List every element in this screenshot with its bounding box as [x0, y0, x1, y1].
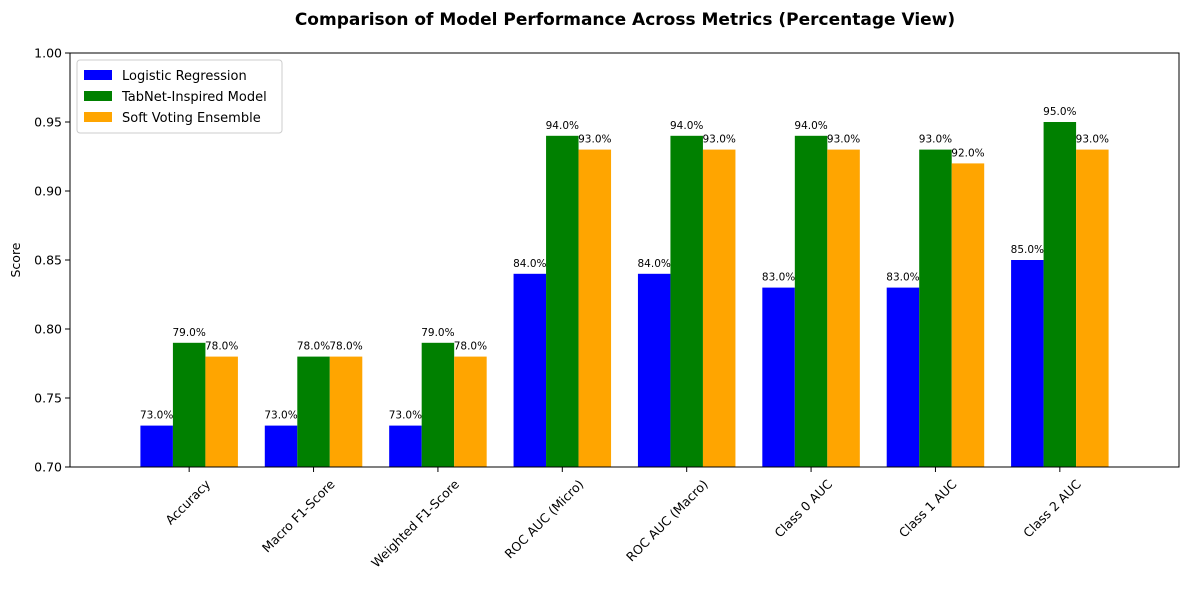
y-tick-label: 0.90: [34, 184, 62, 199]
y-tick-label: 0.95: [34, 115, 62, 130]
y-tick-label: 0.70: [34, 460, 62, 475]
x-tick-label: Macro F1-Score: [259, 476, 338, 555]
data-label: 73.0%: [389, 410, 422, 422]
bar: [297, 356, 330, 467]
x-tick-label: ROC AUC (Micro): [502, 477, 587, 562]
data-label: 79.0%: [172, 327, 205, 339]
data-label: 93.0%: [578, 134, 611, 146]
x-tick-label: Class 2 AUC: [1020, 476, 1084, 540]
x-tick-label: Weighted F1-Score: [368, 476, 462, 570]
plot-frame: [69, 52, 1180, 468]
bar: [454, 356, 487, 467]
x-tick-label: Class 1 AUC: [896, 476, 960, 540]
legend-swatch: [84, 91, 112, 101]
bar: [421, 342, 455, 467]
bar: [264, 425, 298, 467]
data-label: 73.0%: [264, 410, 297, 422]
data-label: 79.0%: [421, 327, 454, 339]
y-axis-label: Score: [8, 242, 23, 277]
data-label: 83.0%: [886, 272, 919, 284]
bar: [762, 287, 795, 467]
legend-box: [76, 59, 283, 134]
bar: [1011, 260, 1044, 467]
legend-entry: Logistic Regression: [122, 69, 247, 84]
bar: [172, 342, 206, 467]
bar: [578, 149, 612, 467]
chart-title: Comparison of Model Performance Across M…: [295, 10, 955, 30]
data-label: 93.0%: [1076, 134, 1109, 146]
legend: Logistic Regression TabNet-Inspired Model…: [76, 59, 283, 134]
bars-layer: [140, 122, 1109, 468]
bar: [702, 149, 736, 467]
data-label: 78.0%: [329, 341, 362, 353]
data-label: 93.0%: [919, 134, 952, 146]
y-tick-label: 0.85: [34, 253, 62, 268]
bar: [951, 163, 985, 467]
data-label: 73.0%: [140, 410, 173, 422]
data-label: 78.0%: [454, 341, 487, 353]
bar: [919, 149, 952, 467]
data-label: 84.0%: [638, 258, 671, 270]
x-tick-label: ROC AUC (Macro): [623, 477, 711, 565]
data-label: 78.0%: [297, 341, 330, 353]
bar: [886, 287, 920, 467]
data-labels-layer: 73.0%79.0%78.0%73.0%78.0% 78.0%73.0%79.0%…: [140, 106, 1109, 422]
data-label: 85.0%: [1011, 244, 1044, 256]
bar: [546, 135, 579, 468]
bar: [513, 273, 547, 467]
legend-swatch: [84, 70, 112, 80]
bar: [794, 135, 828, 468]
data-label: 93.0%: [827, 134, 860, 146]
data-label: 94.0%: [794, 120, 827, 132]
x-tick-label: Class 0 AUC: [771, 476, 835, 540]
legend-swatch: [84, 112, 112, 122]
bar: [827, 149, 860, 467]
bar: [670, 135, 703, 468]
bar: [329, 356, 363, 467]
data-label: 92.0%: [951, 147, 984, 159]
x-tick-label: Accuracy: [162, 476, 213, 527]
data-label: 84.0%: [513, 258, 546, 270]
bar: [1043, 122, 1077, 467]
y-tick-label: 1.00: [34, 46, 62, 61]
bar: [1076, 149, 1109, 467]
data-label: 95.0%: [1043, 106, 1076, 118]
data-label: 78.0%: [205, 341, 238, 353]
y-tick-label: 0.75: [34, 391, 62, 406]
legend-entry: Soft Voting Ensemble: [122, 111, 261, 126]
y-tick-label: 0.80: [34, 322, 62, 337]
data-label: 83.0%: [762, 272, 795, 284]
data-label: 94.0%: [670, 120, 703, 132]
bar: [140, 425, 173, 467]
legend-entry: TabNet-Inspired Model: [121, 90, 267, 105]
data-label: 94.0%: [546, 120, 579, 132]
bar: [389, 425, 422, 467]
data-label: 93.0%: [703, 134, 736, 146]
bar: [205, 356, 238, 467]
bar: [637, 273, 671, 467]
